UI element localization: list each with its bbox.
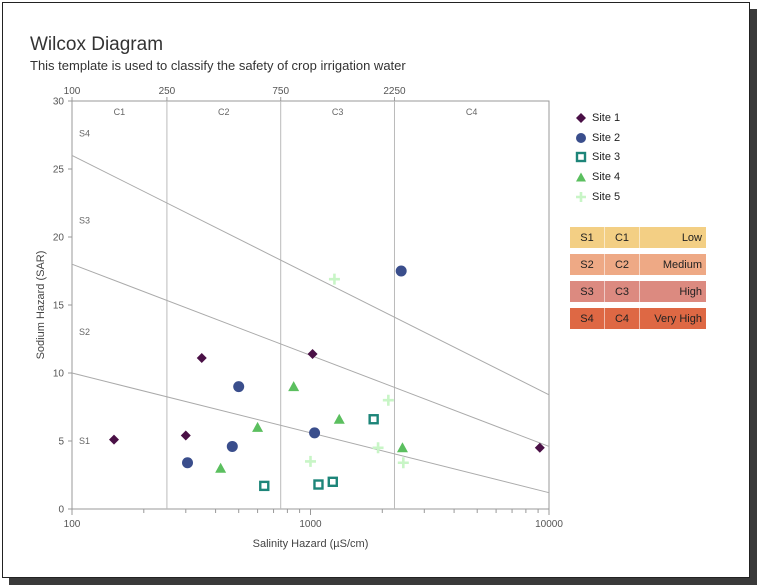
data-point-square bbox=[259, 480, 270, 492]
class-row-medium: S2 C2 Medium bbox=[570, 254, 706, 275]
legend-item-site-1: Site 1 bbox=[575, 108, 620, 128]
top-tick-label: 2250 bbox=[383, 86, 406, 97]
salinity-class-label: C2 bbox=[218, 107, 230, 117]
hazard-level: Very High bbox=[654, 312, 702, 325]
sodium-class: S4 bbox=[570, 308, 605, 329]
sodium-class-label: S1 bbox=[79, 436, 90, 446]
class-row-very-high: S4 C4 Very High bbox=[570, 308, 706, 329]
sodium-class: S3 bbox=[570, 281, 605, 302]
data-point-triangle bbox=[333, 413, 345, 424]
data-point-circle bbox=[395, 265, 407, 277]
class-row-high: S3 C3 High bbox=[570, 281, 706, 302]
plus-marker-icon bbox=[576, 191, 586, 202]
legend-item-site-4: Site 4 bbox=[575, 167, 620, 187]
data-point-square bbox=[327, 476, 338, 487]
x-tick-label: 10000 bbox=[535, 519, 563, 530]
class-row-low: S1 C1 Low bbox=[570, 227, 706, 248]
legend-label: Site 4 bbox=[592, 170, 621, 183]
data-point-diamond bbox=[307, 348, 318, 359]
top-tick-label: 750 bbox=[272, 86, 289, 97]
circle-marker-icon bbox=[576, 132, 586, 143]
sodium-class: S2 bbox=[570, 254, 605, 275]
x-axis-title: Salinity Hazard (µS/cm) bbox=[253, 538, 369, 550]
hazard-level: Medium bbox=[662, 258, 702, 271]
data-point-plus bbox=[305, 455, 316, 467]
y-tick-label: 10 bbox=[53, 369, 65, 380]
data-point-circle bbox=[226, 440, 238, 452]
salinity-class-label: C1 bbox=[114, 107, 126, 117]
sodium-class: S1 bbox=[570, 227, 605, 248]
data-point-circle bbox=[233, 381, 245, 393]
triangle-marker-icon bbox=[576, 172, 586, 182]
diamond-marker-icon bbox=[576, 112, 586, 123]
salinity-class: C3 bbox=[605, 281, 640, 302]
data-point-square bbox=[368, 414, 379, 425]
data-point-circle bbox=[182, 457, 194, 469]
data-point-diamond bbox=[180, 430, 191, 441]
x-tick-label: 100 bbox=[64, 519, 81, 530]
legend-label: Site 2 bbox=[592, 131, 621, 144]
legend-item-site-5: Site 5 bbox=[575, 187, 620, 207]
y-tick-label: 25 bbox=[53, 165, 65, 176]
classification-table: S1 C1 Low S2 C2 Medium S3 C3 High S4 C4 … bbox=[570, 227, 706, 335]
y-tick-label: 15 bbox=[53, 301, 65, 312]
data-point-triangle bbox=[288, 381, 300, 392]
chart-title: Wilcox Diagram bbox=[30, 34, 164, 55]
data-point-triangle bbox=[252, 421, 264, 432]
square-marker-icon bbox=[575, 152, 587, 163]
legend-label: Site 5 bbox=[592, 190, 621, 203]
y-axis-title: Sodium Hazard (SAR) bbox=[35, 251, 47, 360]
chart-subtitle: This template is used to classify the sa… bbox=[30, 58, 406, 73]
sodium-class-line bbox=[71, 154, 550, 396]
data-point-square bbox=[313, 479, 324, 490]
sodium-class-label: S3 bbox=[79, 216, 90, 226]
legend-label: Site 1 bbox=[592, 111, 621, 124]
sodium-class-label: S2 bbox=[79, 327, 90, 337]
top-tick-label: 100 bbox=[64, 86, 81, 97]
legend: Site 1 Site 2 Site 3 Site 4 Site 5 bbox=[575, 108, 620, 206]
hazard-level: Low bbox=[681, 231, 702, 244]
y-tick-label: 5 bbox=[58, 437, 64, 448]
hazard-level: High bbox=[679, 285, 702, 298]
data-point-circle bbox=[309, 427, 321, 439]
legend-label: Site 3 bbox=[592, 151, 621, 164]
legend-item-site-2: Site 2 bbox=[575, 128, 620, 148]
salinity-class: C2 bbox=[605, 254, 640, 275]
data-point-triangle bbox=[215, 462, 227, 473]
sodium-class-label: S4 bbox=[79, 129, 90, 139]
data-point-diamond bbox=[534, 442, 545, 453]
data-point-plus bbox=[397, 457, 409, 469]
data-point-diamond bbox=[108, 434, 119, 445]
data-point-plus bbox=[382, 394, 394, 406]
salinity-class-label: C4 bbox=[466, 107, 478, 117]
y-tick-label: 30 bbox=[53, 97, 65, 108]
salinity-class-label: C3 bbox=[332, 107, 344, 117]
y-tick-label: 20 bbox=[53, 233, 65, 244]
data-point-diamond bbox=[196, 353, 207, 364]
salinity-class: C1 bbox=[605, 227, 640, 248]
x-tick-label: 1000 bbox=[299, 519, 322, 530]
legend-item-site-3: Site 3 bbox=[575, 147, 620, 167]
data-point-triangle bbox=[396, 442, 408, 453]
top-tick-label: 250 bbox=[159, 86, 176, 97]
data-point-plus bbox=[372, 442, 384, 454]
data-point-plus bbox=[328, 273, 340, 285]
salinity-class: C4 bbox=[605, 308, 640, 329]
plot-area-frame bbox=[71, 100, 550, 510]
y-tick-label: 0 bbox=[58, 505, 64, 516]
